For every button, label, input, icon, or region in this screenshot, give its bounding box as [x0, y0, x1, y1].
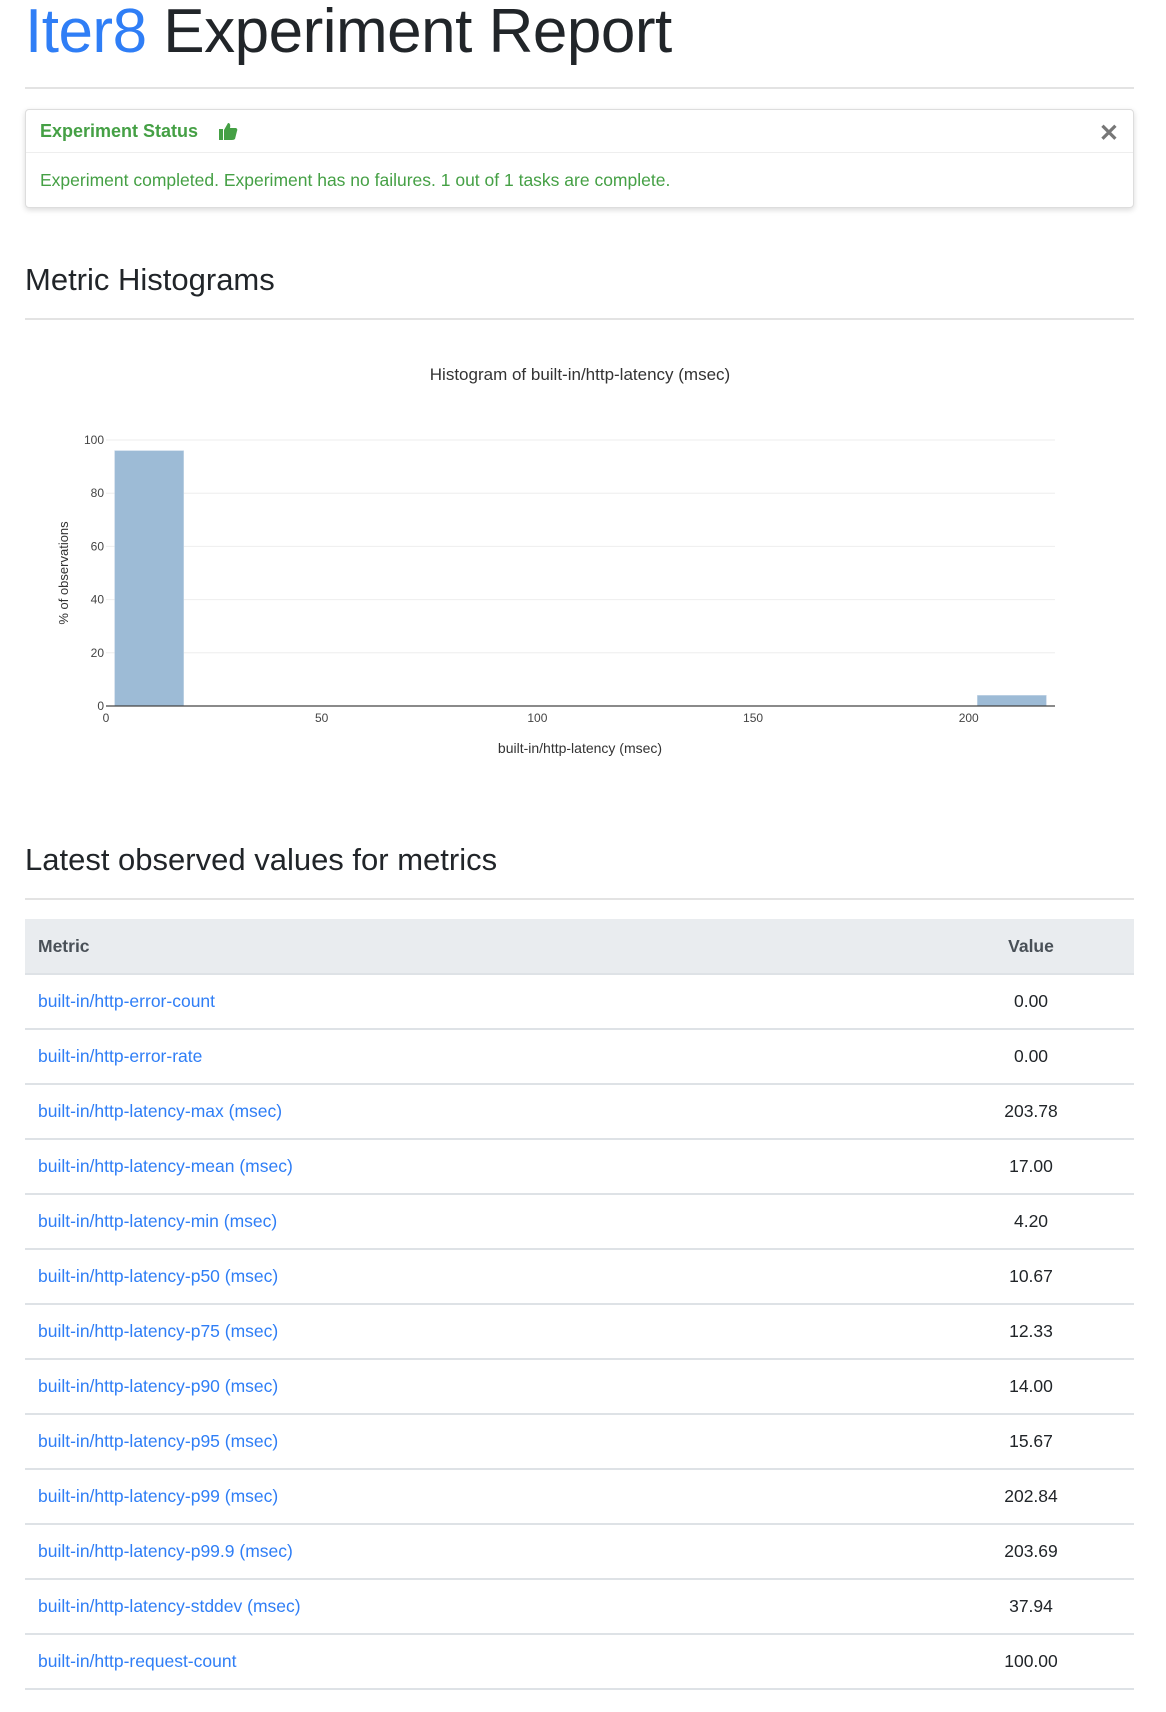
x-axis-label: built-in/http-latency (msec): [498, 740, 662, 756]
table-row: built-in/http-latency-max (msec) 203.78: [25, 1084, 1134, 1140]
table-row: built-in/http-error-rate 0.00: [25, 1029, 1134, 1085]
close-icon[interactable]: ✕: [1098, 120, 1119, 147]
x-tick-label: 100: [527, 711, 547, 725]
y-tick-label: 80: [91, 486, 105, 500]
metric-link[interactable]: built-in/http-latency-stddev (msec): [38, 1596, 301, 1616]
y-tick-label: 60: [91, 539, 105, 553]
status-title: Experiment Status: [40, 120, 199, 141]
brand: Iter8: [25, 0, 147, 66]
table-header-row: Metric Value: [25, 919, 1134, 975]
table-row: built-in/http-latency-p75 (msec) 12.33: [25, 1304, 1134, 1360]
metric-cell: built-in/http-latency-p90 (msec): [25, 1359, 928, 1415]
value-cell: 202.84: [928, 1469, 1134, 1525]
metric-link[interactable]: built-in/http-request-count: [38, 1651, 237, 1671]
value-cell: 15.67: [928, 1414, 1134, 1470]
y-tick-label: 40: [91, 593, 105, 607]
value-cell: 203.78: [928, 1084, 1134, 1140]
metric-link[interactable]: built-in/http-latency-p99 (msec): [38, 1486, 279, 1506]
metric-cell: built-in/http-latency-mean (msec): [25, 1139, 928, 1195]
metrics-heading: Latest observed values for metrics: [25, 842, 498, 877]
table-row: built-in/http-latency-p90 (msec) 14.00: [25, 1359, 1134, 1415]
metric-cell: built-in/http-error-count: [25, 974, 928, 1030]
value-cell: 203.69: [928, 1524, 1134, 1580]
metric-link[interactable]: built-in/http-latency-p75 (msec): [38, 1321, 279, 1341]
value-cell: 100.00: [928, 1634, 1134, 1690]
metric-cell: built-in/http-error-rate: [25, 1029, 928, 1085]
metric-link[interactable]: built-in/http-latency-p50 (msec): [38, 1266, 279, 1286]
metric-link[interactable]: built-in/http-latency-p95 (msec): [38, 1431, 279, 1451]
metric-cell: built-in/http-latency-p99 (msec): [25, 1469, 928, 1525]
y-tick-label: 20: [91, 646, 105, 660]
y-tick-label: 100: [84, 433, 104, 447]
table-row: built-in/http-error-count 0.00: [25, 974, 1134, 1030]
value-cell: 14.00: [928, 1359, 1134, 1415]
metric-cell: built-in/http-request-count: [25, 1634, 928, 1690]
table-row: built-in/http-latency-p50 (msec) 10.67: [25, 1249, 1134, 1305]
metric-link[interactable]: built-in/http-latency-p90 (msec): [38, 1376, 279, 1396]
metric-link[interactable]: built-in/http-latency-min (msec): [38, 1211, 278, 1231]
table-row: built-in/http-latency-min (msec) 4.20: [25, 1194, 1134, 1250]
divider: [25, 898, 1134, 900]
table-row: built-in/http-request-count 100.00: [25, 1634, 1134, 1690]
column-header-metric: Metric: [25, 919, 928, 975]
metric-cell: built-in/http-latency-max (msec): [25, 1084, 928, 1140]
status-card: Experiment Status ✕ Experiment completed…: [25, 109, 1134, 208]
metric-cell: built-in/http-latency-stddev (msec): [25, 1579, 928, 1635]
chart-title: Histogram of built-in/http-latency (msec…: [430, 365, 730, 384]
metric-link[interactable]: built-in/http-latency-p99.9 (msec): [38, 1541, 293, 1561]
x-tick-label: 150: [743, 711, 763, 725]
value-cell: 0.00: [928, 1029, 1134, 1085]
column-header-value: Value: [928, 919, 1134, 975]
value-cell: 10.67: [928, 1249, 1134, 1305]
metric-cell: built-in/http-latency-p99.9 (msec): [25, 1524, 928, 1580]
histogram-chart: Histogram of built-in/http-latency (msec…: [56, 365, 1055, 756]
histogram-bar: [114, 450, 184, 707]
table-row: built-in/http-latency-mean (msec) 17.00: [25, 1139, 1134, 1195]
metrics-table: Metric Value built-in/http-error-count 0.…: [25, 919, 1134, 1690]
metric-link[interactable]: built-in/http-error-rate: [38, 1046, 203, 1066]
metric-cell: built-in/http-latency-p75 (msec): [25, 1304, 928, 1360]
y-tick-label: 0: [97, 699, 104, 713]
status-card-header: Experiment Status: [26, 110, 1133, 153]
table-row: built-in/http-latency-p99 (msec) 202.84: [25, 1469, 1134, 1525]
divider: [25, 318, 1134, 320]
thumbs-up-icon: [219, 123, 238, 140]
status-message: Experiment completed. Experiment has no …: [40, 170, 671, 190]
metric-link[interactable]: built-in/http-latency-max (msec): [38, 1101, 283, 1121]
x-tick-label: 0: [103, 711, 110, 725]
value-cell: 12.33: [928, 1304, 1134, 1360]
x-tick-label: 50: [315, 711, 329, 725]
histogram-bar: [977, 695, 1047, 707]
table-row: built-in/http-latency-p95 (msec) 15.67: [25, 1414, 1134, 1470]
metric-cell: built-in/http-latency-p50 (msec): [25, 1249, 928, 1305]
value-cell: 37.94: [928, 1579, 1134, 1635]
divider: [25, 87, 1134, 89]
page-title: Iter8 Experiment Report: [25, 0, 672, 67]
y-axis-label: % of observations: [56, 521, 71, 625]
metric-link[interactable]: built-in/http-error-count: [38, 991, 216, 1011]
metric-link[interactable]: built-in/http-latency-mean (msec): [38, 1156, 293, 1176]
metric-cell: built-in/http-latency-p95 (msec): [25, 1414, 928, 1470]
page-title-text: Experiment Report: [163, 0, 672, 66]
table-row: built-in/http-latency-p99.9 (msec) 203.69: [25, 1524, 1134, 1580]
value-cell: 17.00: [928, 1139, 1134, 1195]
value-cell: 0.00: [928, 974, 1134, 1030]
value-cell: 4.20: [928, 1194, 1134, 1250]
histograms-heading: Metric Histograms: [25, 262, 275, 297]
table-row: built-in/http-latency-stddev (msec) 37.94: [25, 1579, 1134, 1635]
metric-cell: built-in/http-latency-min (msec): [25, 1194, 928, 1250]
x-tick-label: 200: [959, 711, 979, 725]
